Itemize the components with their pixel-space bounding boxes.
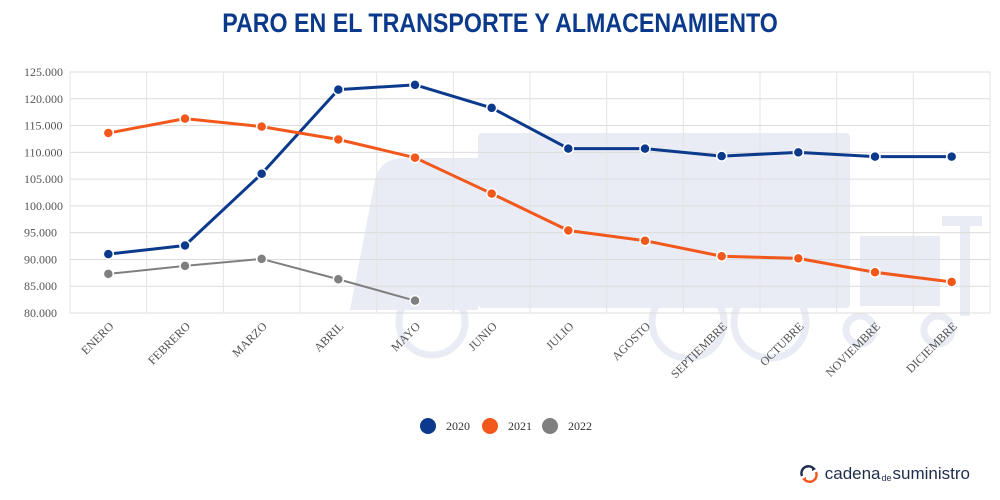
- data-point-2021[interactable]: [792, 252, 805, 265]
- legend-marker: [542, 418, 558, 434]
- y-tick-label: 105.000: [24, 172, 63, 186]
- data-point-2022[interactable]: [255, 253, 268, 265]
- y-axis-ticks: 80.000 85.000 90.000 95.000 100.000 105.000 11…: [24, 65, 63, 320]
- series-layer: [102, 79, 958, 307]
- series-2020: [102, 79, 958, 260]
- data-point-2020[interactable]: [409, 79, 421, 91]
- x-tick-label: ABRIL: [311, 319, 346, 354]
- data-point-2021[interactable]: [102, 127, 115, 139]
- data-point-2020[interactable]: [255, 168, 268, 180]
- legend-item-2022[interactable]: 2022: [542, 418, 592, 434]
- data-point-2021[interactable]: [485, 187, 498, 200]
- data-point-2020[interactable]: [945, 150, 958, 163]
- data-point-2021[interactable]: [869, 266, 881, 279]
- data-point-2021[interactable]: [715, 250, 728, 262]
- brand-text-part1: cadena: [824, 464, 881, 483]
- chart-title: PARO EN EL TRANSPORTE Y ALMACENAMIENTO: [222, 8, 778, 38]
- legend-label: 2021: [508, 419, 532, 433]
- data-point-2021[interactable]: [179, 112, 191, 125]
- y-tick-label: 100.000: [24, 199, 63, 213]
- legend-label: 2022: [568, 419, 592, 433]
- data-point-2020[interactable]: [562, 142, 575, 155]
- y-tick-label: 95.000: [24, 226, 57, 240]
- brand-arrows-icon: [800, 465, 818, 483]
- x-tick-label: SEPTIEMBRE: [668, 319, 730, 381]
- legend-marker: [420, 418, 436, 434]
- y-tick-label: 80.000: [24, 306, 57, 320]
- series-2022: [102, 253, 421, 307]
- data-point-2022[interactable]: [102, 268, 115, 280]
- x-tick-label: JUNIO: [465, 319, 500, 354]
- grid-lines: [69, 71, 991, 314]
- x-axis-ticks: ENERO FEBRERO MARZO ABRIL MAYO JUNIO JULIO AGOS…: [78, 319, 960, 381]
- y-tick-label: 85.000: [24, 279, 57, 293]
- brand-text-part3: suministro: [892, 464, 970, 483]
- data-point-2020[interactable]: [639, 142, 651, 155]
- data-point-2020[interactable]: [792, 146, 805, 159]
- data-point-2021[interactable]: [562, 224, 575, 237]
- x-tick-label: AGOSTO: [609, 319, 653, 363]
- truck-watermark-icon: [350, 133, 982, 316]
- series-line-2021: [108, 117, 952, 284]
- series-2021: [102, 112, 958, 288]
- data-point-2020[interactable]: [485, 102, 498, 114]
- data-point-2022[interactable]: [409, 294, 421, 307]
- x-tick-label: FEBRERO: [145, 319, 193, 367]
- data-point-2020[interactable]: [869, 150, 881, 163]
- brand-text-part2: de: [881, 473, 892, 483]
- data-point-2022[interactable]: [332, 273, 345, 286]
- legend-item-2020[interactable]: 2020: [420, 418, 470, 434]
- y-tick-label: 125.000: [24, 65, 63, 79]
- legend-marker: [482, 418, 498, 434]
- data-point-2020[interactable]: [102, 248, 115, 260]
- data-point-2020[interactable]: [179, 239, 191, 252]
- legend-label: 2020: [446, 419, 470, 433]
- data-point-2021[interactable]: [945, 276, 958, 288]
- x-tick-label: MARZO: [229, 319, 270, 360]
- x-tick-label: ENERO: [78, 319, 116, 357]
- legend-item-2021[interactable]: 2021: [482, 418, 532, 434]
- brand-logo: cadenadesuministro: [799, 464, 970, 484]
- y-tick-label: 115.000: [24, 119, 63, 133]
- data-point-2020[interactable]: [715, 150, 728, 162]
- legend: 2020 2021 2022: [420, 418, 592, 434]
- data-point-2021[interactable]: [255, 120, 268, 133]
- y-tick-label: 120.000: [24, 92, 63, 106]
- series-line-2020: [108, 83, 952, 256]
- data-point-2021[interactable]: [332, 133, 345, 146]
- data-point-2021[interactable]: [639, 234, 651, 247]
- y-tick-label: 90.000: [24, 252, 57, 266]
- x-tick-label: DICIEMBRE: [903, 319, 960, 376]
- data-point-2022[interactable]: [179, 260, 191, 272]
- y-tick-label: 110.000: [24, 145, 63, 159]
- data-point-2020[interactable]: [332, 83, 345, 96]
- x-tick-label: JULIO: [543, 319, 577, 353]
- x-tick-label: NOVIEMBRE: [823, 319, 883, 379]
- data-point-2021[interactable]: [409, 151, 421, 164]
